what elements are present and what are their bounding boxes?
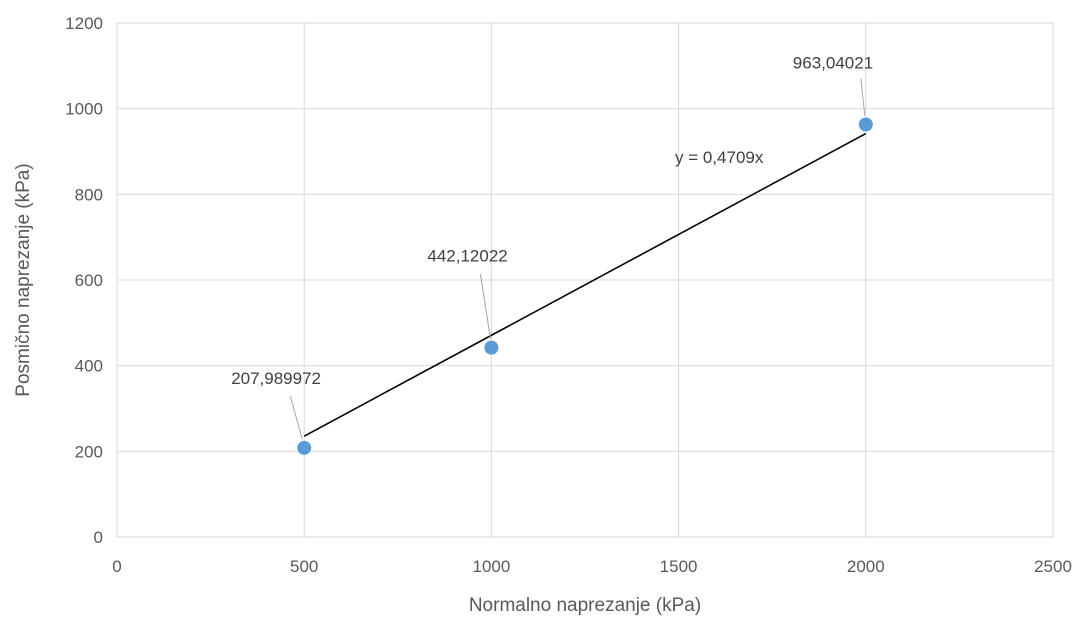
data-point bbox=[484, 340, 499, 355]
label-leader-line bbox=[860, 78, 866, 116]
y-tick-label: 400 bbox=[75, 357, 103, 376]
data-label: 207,989972 bbox=[231, 369, 321, 388]
x-tick-label: 2500 bbox=[1034, 557, 1072, 576]
x-tick-label: 2000 bbox=[847, 557, 885, 576]
data-labels: 207,989972 442,12022 963,04021 bbox=[231, 53, 873, 387]
x-tick-label: 0 bbox=[112, 557, 121, 576]
data-point bbox=[297, 440, 312, 455]
data-point bbox=[858, 117, 873, 132]
x-tick-label: 1500 bbox=[660, 557, 698, 576]
y-tick-label: 1000 bbox=[65, 100, 103, 119]
y-tick-label: 0 bbox=[94, 528, 103, 547]
y-tick-label: 200 bbox=[75, 442, 103, 461]
trendline-group bbox=[303, 132, 867, 437]
y-axis-title: Posmično naprezanje (kPa) bbox=[13, 163, 34, 396]
data-points bbox=[297, 117, 873, 455]
data-label: 442,12022 bbox=[427, 247, 507, 266]
x-tick-label: 1000 bbox=[472, 557, 510, 576]
y-tick-label: 800 bbox=[75, 185, 103, 204]
y-tick-label: 1200 bbox=[65, 14, 103, 33]
y-tick-label: 600 bbox=[75, 271, 103, 290]
label-leader-line bbox=[289, 395, 303, 440]
label-leader-line bbox=[479, 273, 491, 339]
x-tick-label: 500 bbox=[290, 557, 318, 576]
y-axis-ticks: 0 200 400 600 800 1000 1200 bbox=[65, 14, 103, 547]
gridlines bbox=[116, 22, 1054, 538]
trendline bbox=[303, 132, 867, 437]
label-leader-lines bbox=[289, 78, 866, 440]
trendline-equation: y = 0,4709x bbox=[675, 148, 764, 167]
x-axis-title: Normalno naprezanje (kPa) bbox=[469, 595, 701, 616]
x-axis-ticks: 0 500 1000 1500 2000 2500 bbox=[112, 557, 1072, 576]
data-label: 963,04021 bbox=[793, 53, 873, 72]
